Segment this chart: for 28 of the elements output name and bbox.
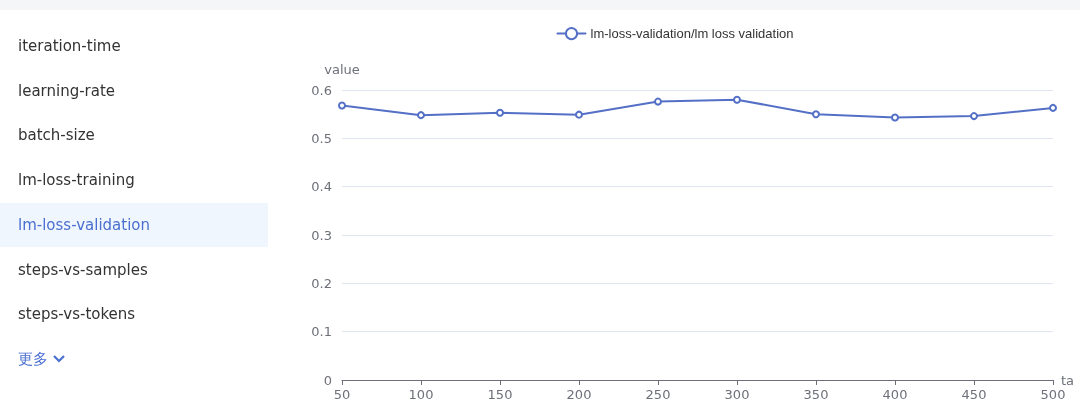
y-tick-label: 0.1: [311, 324, 332, 340]
y-tick-label: 0: [323, 372, 332, 388]
x-tick-label: 350: [803, 387, 829, 402]
x-tick-label: 200: [566, 387, 592, 402]
text: 更多: [18, 349, 48, 368]
text: batch-size: [18, 126, 95, 145]
text: learning-rate: [18, 81, 116, 100]
x-tick-label: 250: [645, 387, 671, 402]
y-tick-label: 0.2: [311, 275, 332, 291]
x-tick-label: 100: [408, 387, 434, 402]
x-tick-label: 150: [487, 387, 513, 402]
x-axis-title: ta: [1061, 372, 1075, 388]
y-tick-label: 0.4: [311, 179, 332, 195]
x-tick-label: 400: [882, 387, 908, 402]
y-tick-label: 0.3: [311, 227, 332, 243]
y-tick-label: 0.6: [311, 82, 332, 98]
text: steps-vs-samples: [18, 260, 148, 279]
legend-label: lm-loss-validation/lm loss validation: [590, 26, 794, 42]
text: steps-vs-tokens: [18, 305, 136, 324]
x-tick-label: 300: [724, 387, 750, 402]
x-tick-label: 50: [333, 387, 351, 402]
text: lm-loss-validation: [18, 215, 151, 234]
text: lm-loss-training: [18, 171, 135, 190]
y-tick-label: 0.5: [311, 130, 332, 146]
x-tick-label: 450: [961, 387, 987, 402]
y-axis-title: value: [324, 62, 360, 77]
x-tick-label: 500: [1040, 387, 1066, 402]
text: iteration-time: [18, 37, 121, 55]
